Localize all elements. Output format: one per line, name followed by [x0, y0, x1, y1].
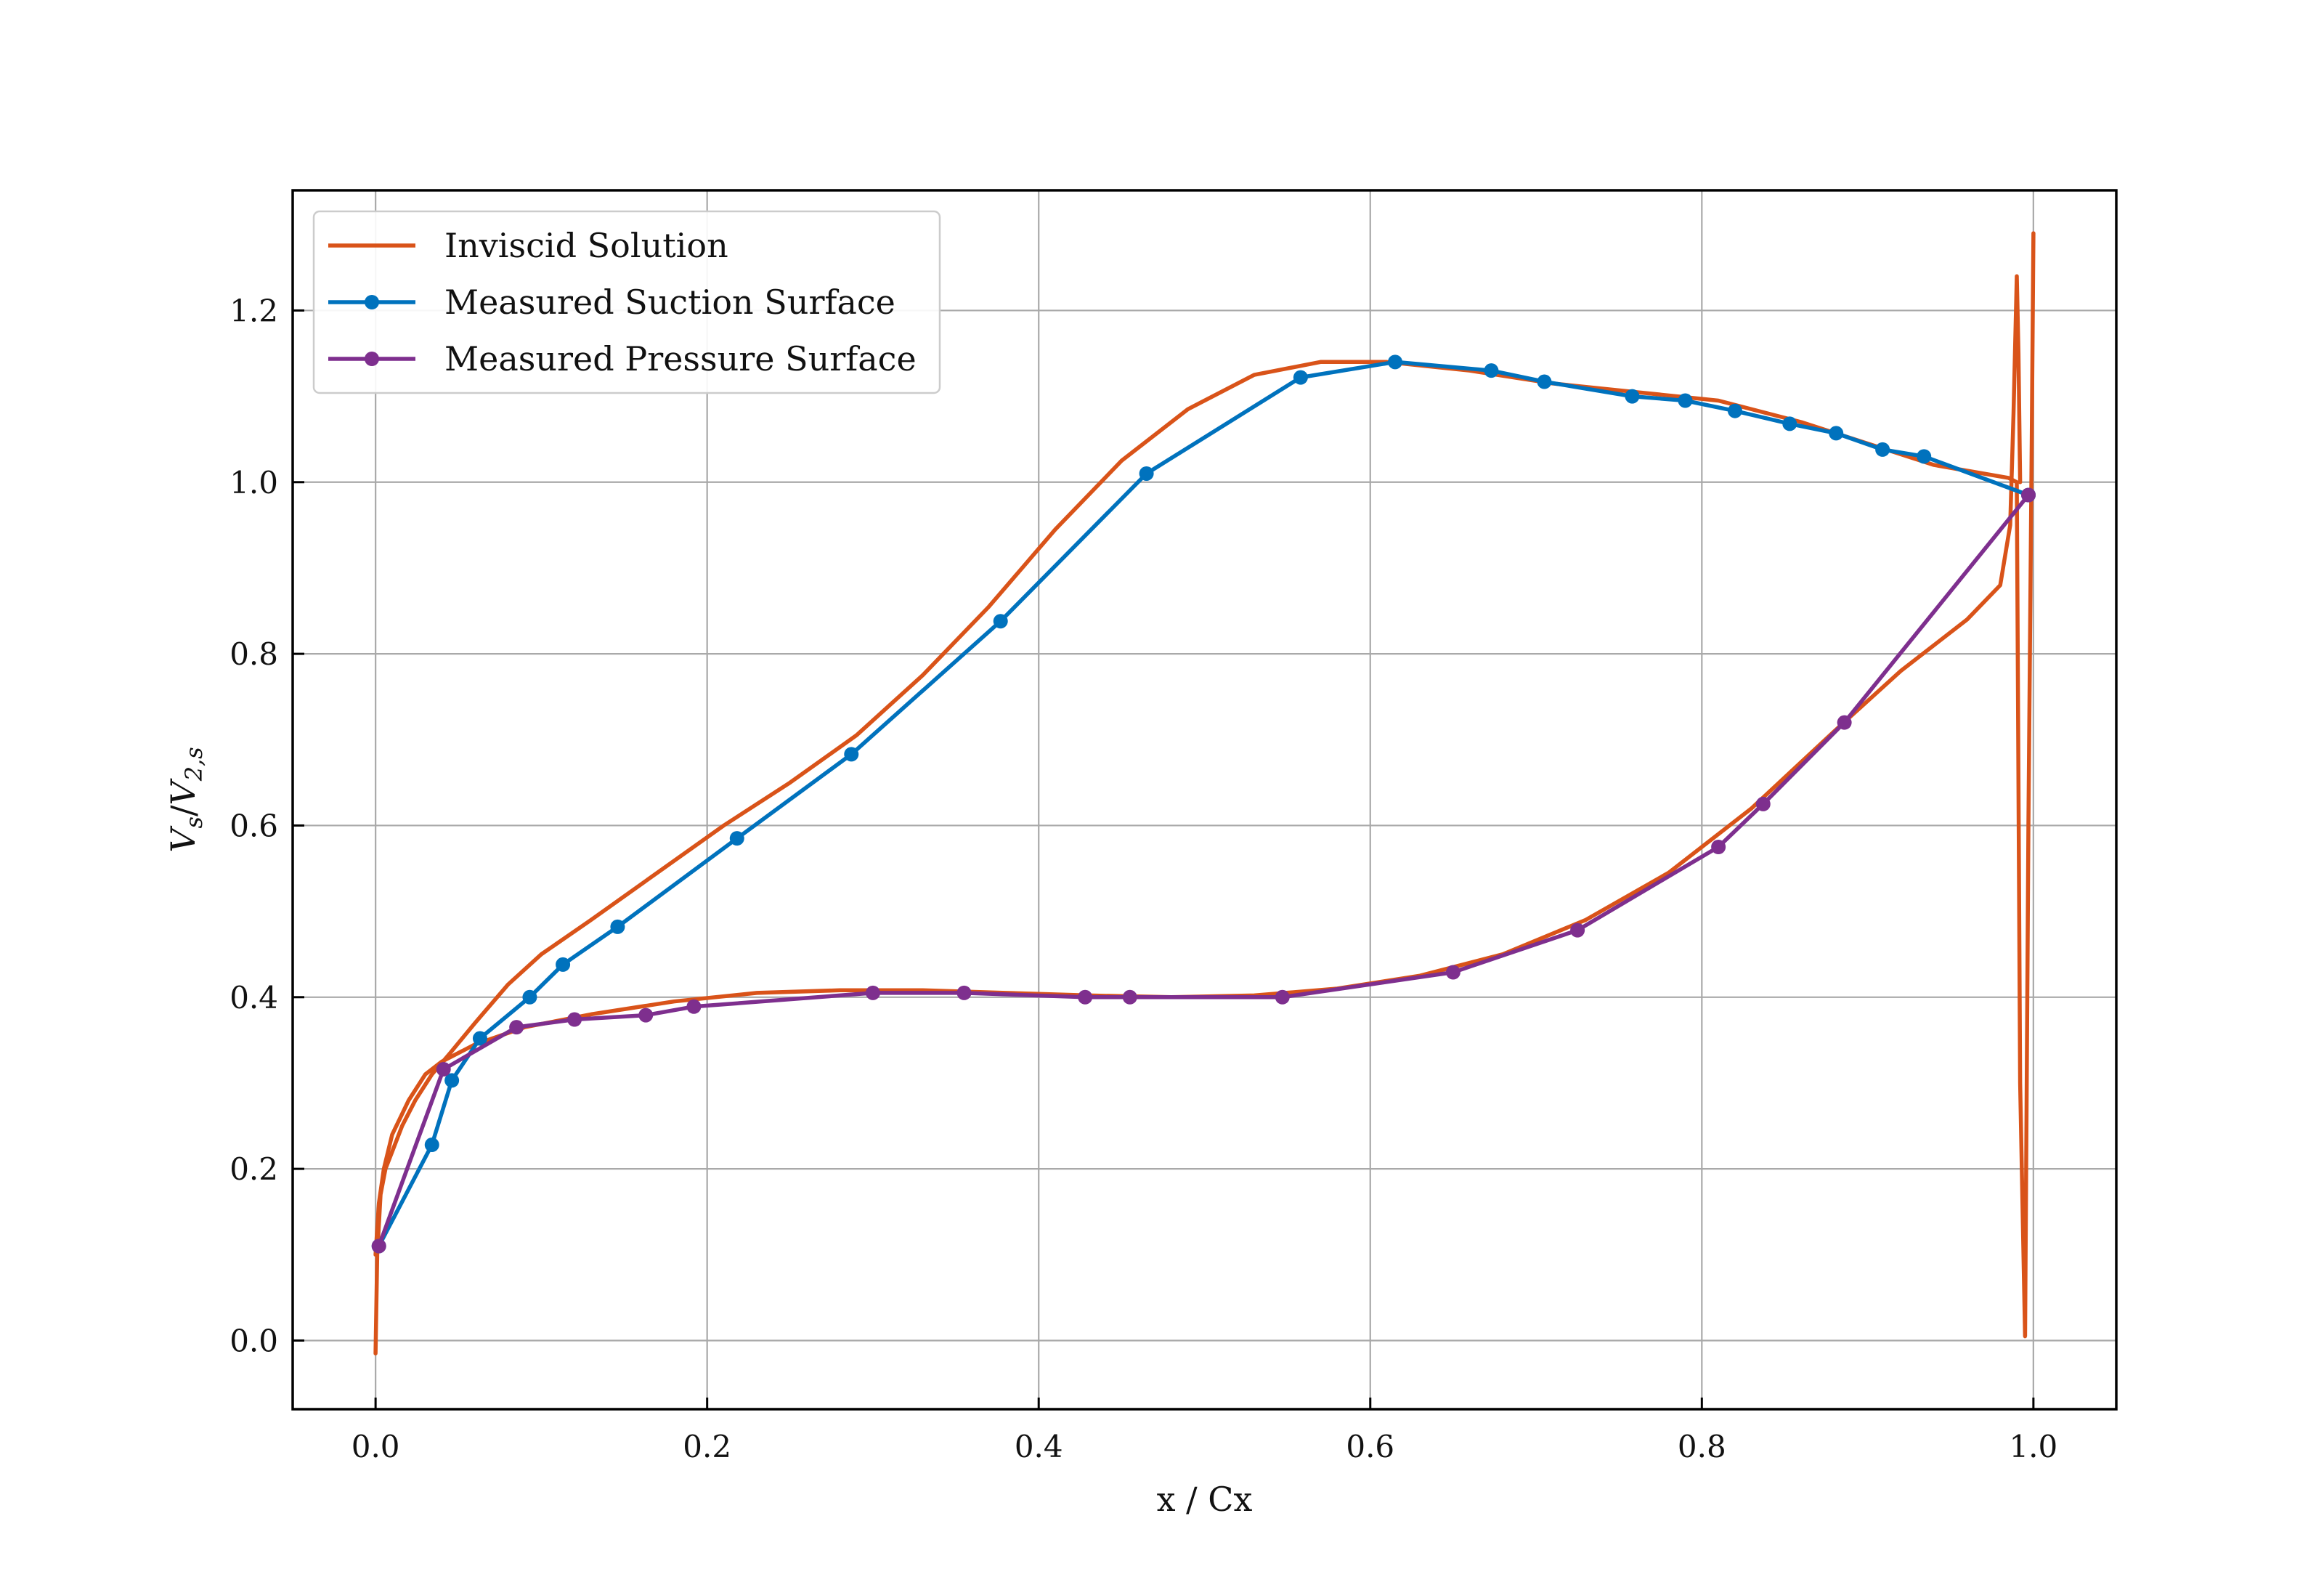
data-point: [424, 1138, 439, 1153]
axes-frame: [291, 189, 2118, 1411]
legend-label: Inviscid Solution: [444, 226, 728, 265]
data-point: [638, 1008, 654, 1023]
x-tick-label: 0.4: [1015, 1429, 1063, 1464]
y-tick-label: 0.4: [229, 980, 278, 1015]
data-point: [1122, 989, 1137, 1005]
data-point: [1727, 403, 1742, 418]
data-point: [371, 1238, 386, 1254]
data-point: [844, 747, 859, 762]
data-point: [1678, 393, 1693, 408]
data-point: [1711, 839, 1726, 854]
y-tick-label: 0.2: [229, 1151, 278, 1187]
data-point: [1570, 923, 1585, 938]
data-point: [1445, 965, 1460, 980]
data-point: [1782, 416, 1797, 431]
y-label-sub-2s: 2,s: [180, 747, 208, 782]
grid: [293, 190, 2116, 1409]
data-point: [567, 1012, 582, 1027]
data-point: [1275, 989, 1290, 1005]
legend-box: [312, 210, 941, 394]
series-line: [373, 231, 2036, 1355]
data-point: [1537, 374, 1552, 389]
y-tick-label: 0.6: [229, 808, 278, 843]
data-point: [1388, 354, 1403, 370]
data-point: [1755, 796, 1771, 811]
x-axis-label: x / Cx: [1157, 1480, 1253, 1519]
x-tick-label: 0.6: [1346, 1429, 1394, 1464]
data-point: [1875, 442, 1890, 457]
legend-marker: [365, 295, 379, 309]
plot-area: [371, 231, 2036, 1355]
x-tick-label: 1.0: [2009, 1429, 2057, 1464]
x-tick-label: 0.8: [1678, 1429, 1726, 1464]
ticks: [293, 309, 2035, 1409]
data-point: [1837, 715, 1852, 730]
data-point: [509, 1020, 524, 1035]
tick-labels: 0.0 0.2 0.4 0.6 0.8 1.0 0.0 0.2 0.4 0.6 0.8 1.0 1.2: [229, 293, 2057, 1464]
data-point: [729, 831, 744, 846]
data-point: [1625, 389, 1640, 404]
data-point: [956, 985, 972, 1000]
y-tick-label: 0.0: [229, 1323, 278, 1358]
data-point: [556, 957, 571, 972]
data-point: [444, 1073, 460, 1088]
legend-label: Measured Pressure Surface: [444, 339, 917, 378]
y-tick-label: 0.8: [229, 636, 278, 672]
x-tick-label: 0.0: [352, 1429, 400, 1464]
data-point: [1917, 449, 1932, 464]
data-point: [865, 985, 880, 1000]
y-label-slash: /: [163, 805, 203, 816]
data-point: [1829, 426, 1844, 441]
data-point: [610, 919, 625, 934]
data-point: [1139, 466, 1154, 481]
y-tick-label: 1.0: [229, 465, 278, 500]
data-point: [1078, 989, 1093, 1005]
legend: Inviscid Solution Measured Suction Surfac…: [312, 210, 941, 394]
y-tick-label: 1.2: [229, 293, 278, 328]
data-point: [686, 999, 702, 1014]
data-point: [472, 1031, 487, 1046]
data-point: [436, 1062, 451, 1077]
legend-label: Measured Suction Surface: [444, 283, 895, 322]
x-tick-label: 0.2: [683, 1429, 731, 1464]
legend-marker: [365, 352, 379, 366]
y-label-v2: V: [163, 778, 203, 806]
y-label-v: V: [163, 825, 203, 853]
data-point: [2021, 487, 2036, 503]
data-point: [522, 989, 537, 1005]
series-2: [371, 354, 2036, 1254]
data-point: [1293, 370, 1308, 385]
y-axis-label: Vs/V2,s: [163, 747, 208, 852]
data-point: [1484, 363, 1499, 378]
data-point: [993, 614, 1008, 629]
series-3: [371, 487, 2036, 1254]
series-0: [373, 231, 2036, 1355]
y-label-sub-s: s: [180, 816, 208, 828]
